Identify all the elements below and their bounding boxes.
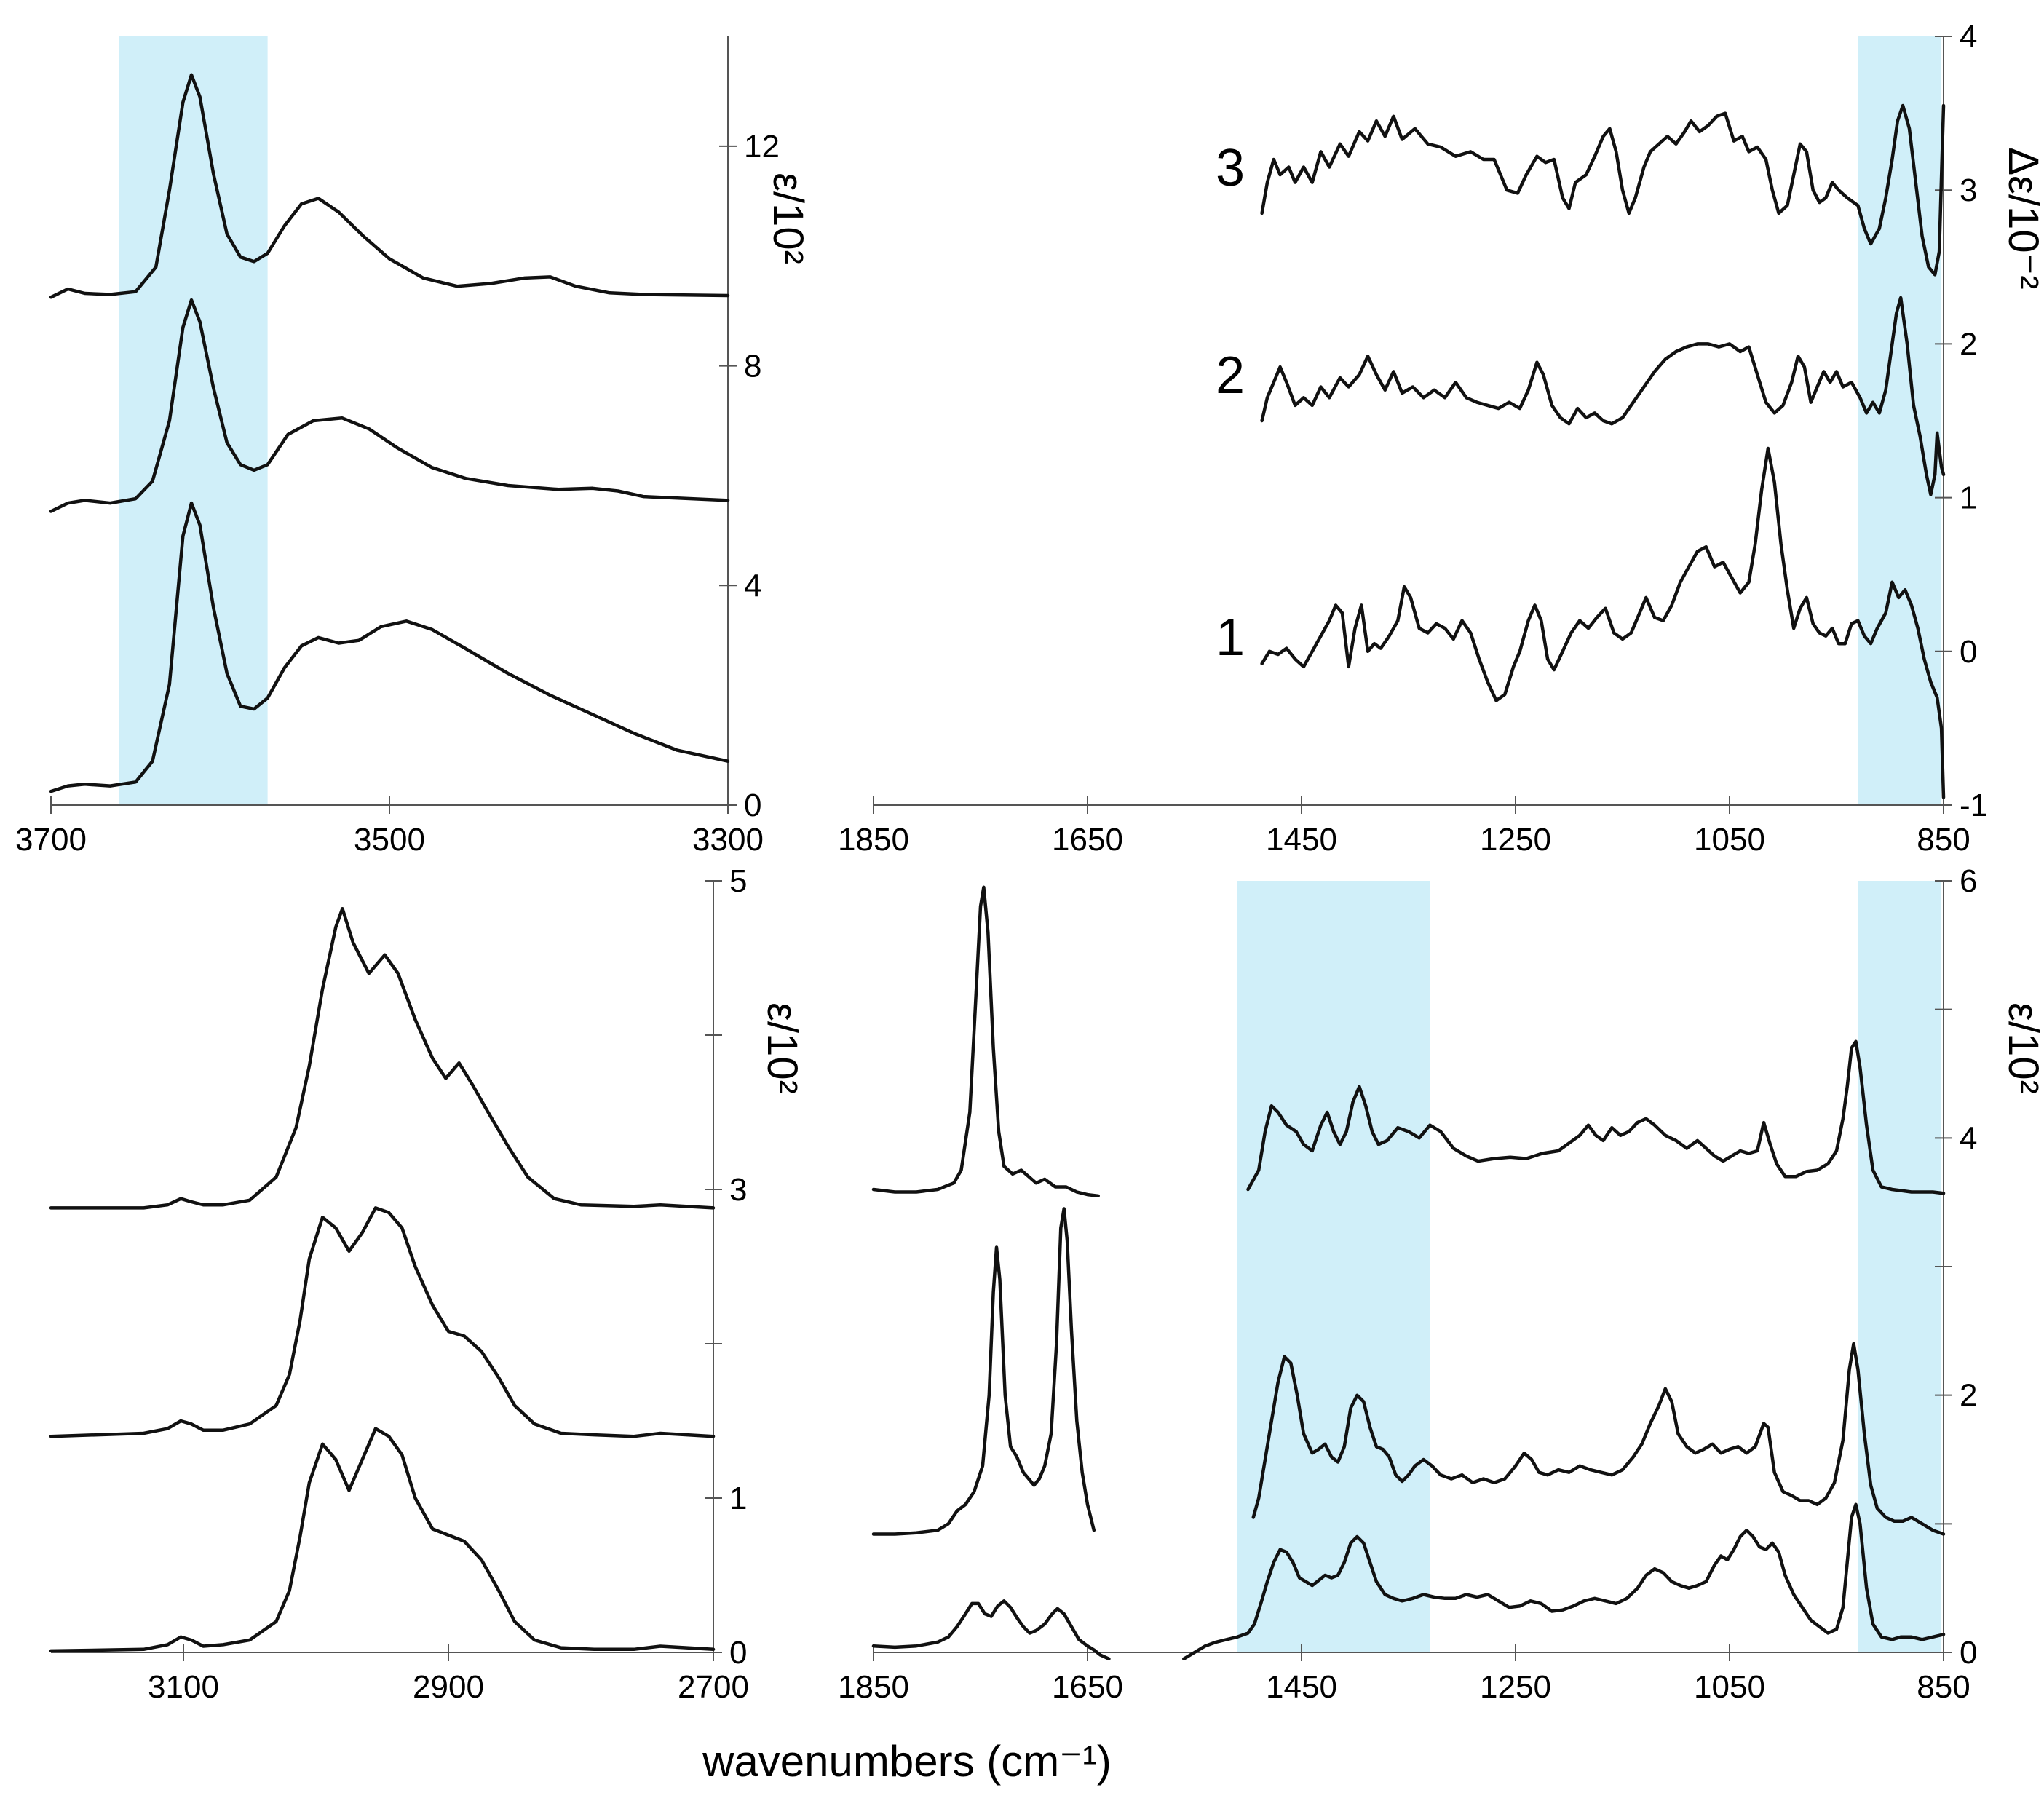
panel-b-highlight-band-0	[1858, 36, 1942, 805]
panel-d-y-axis-label: ε/10²	[2000, 1002, 2044, 1094]
panel-b-x-tick-label: 1650	[1052, 822, 1123, 858]
panel-d-y-tick-label: 4	[1960, 1120, 1977, 1156]
panel-a-series-top	[49, 73, 730, 299]
panel-a-y-tick-label: 0	[744, 788, 761, 823]
panel-c-x-tick-label: 2700	[678, 1669, 749, 1705]
panel-d-highlight-band-1	[1858, 881, 1942, 1652]
panel-d-series-bottom-right	[1182, 1502, 1946, 1661]
panel-c-series-middle	[49, 1206, 716, 1438]
panel-a-y-tick-label: 8	[744, 349, 761, 384]
panel-d-y-tick-label: 2	[1960, 1378, 1977, 1414]
panel-b-y-axis-label: Δε/10⁻²	[2000, 147, 2044, 289]
panel-b-x-tick-label: 1850	[838, 822, 909, 858]
panel-a-highlight-band-0	[119, 36, 268, 805]
panel-d-highlight-band-0	[1237, 881, 1430, 1652]
panel-a-x-tick-label: 3300	[692, 822, 764, 858]
panel-d-series-bottom	[871, 1599, 1111, 1661]
panel-c-series-top	[49, 906, 716, 1210]
panel-c-y-tick-label: 1	[729, 1481, 747, 1516]
panel-d-x-tick-label: 1850	[838, 1669, 909, 1705]
panel-a-y-tick-label: 12	[744, 129, 780, 165]
panel-b-x-tick-label: 850	[1917, 822, 1970, 858]
panel-b: 1850 1650 1450 1250 1050 850-1 0 1 2 3 4 Δε/10⁻² 3 2 1	[838, 19, 2044, 858]
panel-b-curve-label: 3	[1216, 139, 1245, 197]
panel-b-y-tick-label: 2	[1960, 326, 1977, 362]
panel-d-series-middle-left	[871, 1207, 1096, 1536]
panel-d-x-tick-label: 1250	[1480, 1669, 1551, 1705]
panel-d-x-tick-label: 850	[1917, 1669, 1970, 1705]
panel-c-y-tick-label: 5	[729, 863, 747, 899]
panel-d-y-tick-label: 0	[1960, 1635, 1977, 1671]
panel-c-series-bottom	[49, 1427, 716, 1653]
panel-b-curve-label: 1	[1216, 609, 1245, 667]
panel-d-series-middle-right	[1251, 1342, 1946, 1536]
panel-b-y-tick-label: 1	[1960, 480, 1977, 516]
panel-b-curve-label: 2	[1216, 346, 1245, 405]
panel-a-series-bottom	[49, 501, 730, 793]
panel-c-y-axis-label: ε/10²	[758, 1002, 806, 1094]
panel-d-y-tick-label: 6	[1960, 863, 1977, 899]
panel-c-y-tick-label: 3	[729, 1172, 747, 1208]
panel-b-x-tick-label: 1450	[1266, 822, 1337, 858]
panel-a-y-axis-label: ε/10²	[764, 173, 812, 264]
panel-a-series-middle	[49, 298, 730, 513]
panel-b-x-tick-label: 1050	[1694, 822, 1765, 858]
panel-d-series-top-right	[1246, 1039, 1946, 1195]
panel-b-y-tick-label: -1	[1960, 788, 1988, 823]
panel-b-y-tick-label: 0	[1960, 634, 1977, 670]
panel-b-series-1	[1260, 446, 1946, 799]
panel-a-x-tick-label: 3500	[354, 822, 425, 858]
panel-d-x-tick-label: 1450	[1266, 1669, 1337, 1705]
panel-b-y-tick-label: 3	[1960, 173, 1977, 208]
panel-d-x-tick-label: 1650	[1052, 1669, 1123, 1705]
panel-a-x-tick-label: 3700	[15, 822, 87, 858]
panel-b-series-3	[1260, 103, 1946, 277]
x-axis-label: wavenumbers (cm⁻¹)	[702, 1737, 1112, 1786]
panel-c-x-tick-label: 2900	[413, 1669, 484, 1705]
panel-a-y-tick-label: 4	[744, 568, 761, 603]
panel-c-x-tick-label: 3100	[148, 1669, 219, 1705]
panel-c-y-tick-label: 0	[729, 1635, 747, 1671]
panel-b-y-tick-label: 4	[1960, 19, 1977, 55]
panel-b-series-2	[1260, 296, 1946, 496]
panel-d-x-tick-label: 1050	[1694, 1669, 1765, 1705]
panel-d-series-top-left	[871, 885, 1100, 1198]
panel-b-x-tick-label: 1250	[1480, 822, 1551, 858]
